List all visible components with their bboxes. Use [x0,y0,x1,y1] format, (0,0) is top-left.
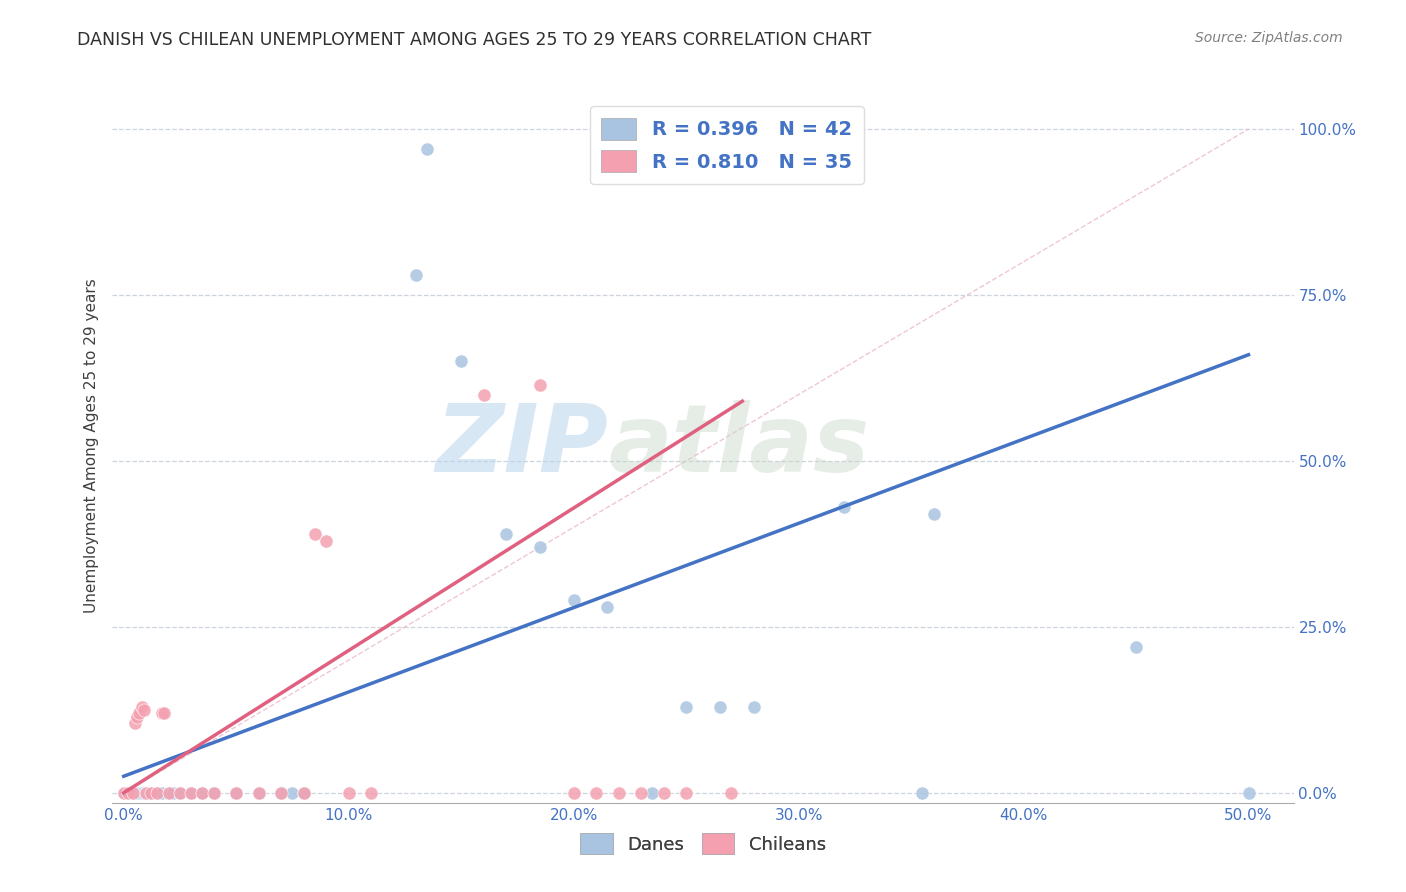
Point [675,786,697,800]
Point [562,786,585,800]
Point [742,699,765,714]
Text: DANISH VS CHILEAN UNEMPLOYMENT AMONG AGES 25 TO 29 YEARS CORRELATION CHART: DANISH VS CHILEAN UNEMPLOYMENT AMONG AGE… [77,31,872,49]
Point [128,706,150,721]
Point [337,786,360,800]
Point [124,786,146,800]
Point [495,527,517,541]
Point [247,786,270,800]
Point [472,387,495,401]
Point [416,142,439,156]
Point [652,786,675,800]
Point [191,786,214,800]
Point [127,709,149,723]
Point [562,593,585,607]
Point [121,786,143,800]
Point [124,716,146,731]
Point [131,786,153,800]
Point [292,786,315,800]
Point [225,786,247,800]
Point [150,706,173,721]
Point [709,699,731,714]
Point [157,786,180,800]
Point [117,786,139,800]
Point [169,786,191,800]
Point [139,786,162,800]
Point [153,706,176,721]
Point [157,786,180,800]
Point [630,786,652,800]
Point [169,786,191,800]
Text: ZIP: ZIP [436,400,609,492]
Point [121,786,143,800]
Point [607,786,630,800]
Point [132,786,155,800]
Text: Source: ZipAtlas.com: Source: ZipAtlas.com [1195,31,1343,45]
Point [180,786,202,800]
Point [720,786,742,800]
Point [146,786,169,800]
Legend: Danes, Chileans: Danes, Chileans [572,826,834,862]
Point [191,786,214,800]
Point [180,786,202,800]
Point [675,699,697,714]
Point [135,786,157,800]
Point [911,786,934,800]
Point [225,786,247,800]
Point [832,500,855,515]
Point [315,533,337,548]
Text: atlas: atlas [609,400,870,492]
Point [922,507,945,521]
Point [281,786,304,800]
Point [127,786,149,800]
Point [360,786,382,800]
Point [132,703,155,717]
Point [292,786,315,800]
Point [135,786,157,800]
Point [641,786,664,800]
Point [112,786,135,800]
Point [150,786,173,800]
Point [529,377,551,392]
Point [270,786,292,800]
Point [139,786,162,800]
Point [128,786,150,800]
Point [146,786,169,800]
Point [450,354,472,368]
Y-axis label: Unemployment Among Ages 25 to 29 years: Unemployment Among Ages 25 to 29 years [83,278,98,614]
Point [247,786,270,800]
Point [529,540,551,554]
Point [405,268,427,282]
Point [131,699,153,714]
Point [596,599,619,614]
Point [270,786,292,800]
Point [112,786,135,800]
Point [138,786,160,800]
Point [117,786,139,800]
Point [1125,640,1147,654]
Point [115,786,138,800]
Point [202,786,225,800]
Point [202,786,225,800]
Point [162,786,184,800]
Point [1237,786,1260,800]
Point [120,786,142,800]
Point [304,527,326,541]
Point [585,786,607,800]
